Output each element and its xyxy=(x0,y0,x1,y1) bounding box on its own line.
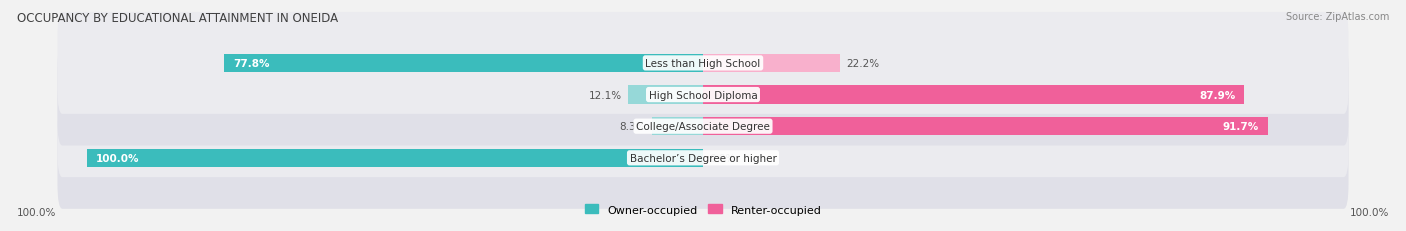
Text: 100.0%: 100.0% xyxy=(96,153,139,163)
FancyBboxPatch shape xyxy=(58,44,1348,146)
FancyBboxPatch shape xyxy=(58,13,1348,114)
Text: 91.7%: 91.7% xyxy=(1222,122,1258,132)
Text: College/Associate Degree: College/Associate Degree xyxy=(636,122,770,132)
FancyBboxPatch shape xyxy=(58,107,1348,209)
Text: 87.9%: 87.9% xyxy=(1199,90,1236,100)
Text: High School Diploma: High School Diploma xyxy=(648,90,758,100)
Text: 100.0%: 100.0% xyxy=(1350,207,1389,217)
Text: Bachelor’s Degree or higher: Bachelor’s Degree or higher xyxy=(630,153,776,163)
FancyBboxPatch shape xyxy=(58,76,1348,177)
Bar xyxy=(703,118,1268,136)
Legend: Owner-occupied, Renter-occupied: Owner-occupied, Renter-occupied xyxy=(581,200,825,219)
Bar xyxy=(628,86,703,104)
Bar xyxy=(224,55,703,73)
Text: 77.8%: 77.8% xyxy=(233,59,270,69)
Text: OCCUPANCY BY EDUCATIONAL ATTAINMENT IN ONEIDA: OCCUPANCY BY EDUCATIONAL ATTAINMENT IN O… xyxy=(17,12,337,24)
Text: 0.0%: 0.0% xyxy=(709,153,735,163)
Bar xyxy=(87,149,703,167)
Text: 12.1%: 12.1% xyxy=(589,90,623,100)
Bar xyxy=(652,118,703,136)
Bar xyxy=(703,86,1244,104)
Text: 8.3%: 8.3% xyxy=(619,122,645,132)
Text: Source: ZipAtlas.com: Source: ZipAtlas.com xyxy=(1285,12,1389,21)
Text: 22.2%: 22.2% xyxy=(846,59,879,69)
Text: 100.0%: 100.0% xyxy=(17,207,56,217)
Bar xyxy=(703,55,839,73)
Text: Less than High School: Less than High School xyxy=(645,59,761,69)
